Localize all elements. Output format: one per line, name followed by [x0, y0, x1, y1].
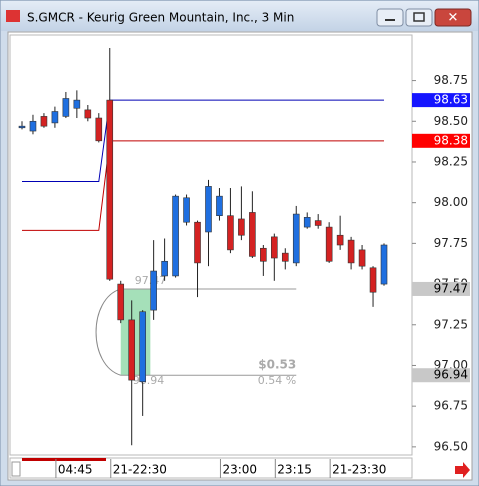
candle-body	[380, 244, 388, 285]
candle-body	[194, 221, 201, 264]
scroll-arrow[interactable]	[455, 462, 470, 478]
candle-body	[292, 213, 300, 264]
candle-body	[150, 270, 157, 311]
scroll-box[interactable]	[11, 461, 21, 477]
price-tag	[412, 133, 470, 148]
maximize-button[interactable]	[405, 8, 433, 27]
candle-body	[18, 125, 26, 129]
candle-body	[161, 260, 168, 277]
measure-change: $0.53	[258, 358, 296, 372]
y-tick-label: 98.50	[434, 114, 468, 128]
candle-body	[40, 116, 48, 127]
candle-body	[128, 319, 135, 381]
candle-body	[281, 252, 289, 262]
app-icon	[6, 10, 20, 22]
x-tick-label: 23:00	[222, 463, 257, 477]
price-tag	[412, 93, 470, 108]
price-tag-label: 97.47	[434, 281, 468, 295]
session-bar	[22, 458, 106, 461]
candle-body	[205, 186, 212, 233]
candle-body	[314, 220, 322, 226]
price-tag-label: 98.63	[434, 93, 468, 107]
candle-body	[369, 267, 377, 293]
measure-low-label: 96.94	[133, 374, 165, 387]
candle-body	[84, 109, 92, 119]
candle-body	[336, 234, 344, 246]
candle-body	[62, 98, 70, 117]
indicator-line	[22, 140, 385, 231]
price-tag-label: 96.94	[434, 368, 468, 382]
x-tick-label: 21-23:30	[332, 463, 386, 477]
candle-body	[347, 239, 355, 264]
candle-body	[358, 249, 366, 267]
y-tick-label: 98.00	[434, 195, 468, 209]
window-title: S.GMCR - Keurig Green Mountain, Inc., 3 …	[27, 11, 294, 25]
y-tick-label: 97.75	[434, 236, 468, 250]
y-tick-label: 98.25	[434, 154, 468, 168]
candle-body	[29, 120, 37, 132]
candle-body	[106, 99, 114, 280]
candle-body	[249, 212, 256, 257]
minimize-button[interactable]	[376, 8, 404, 27]
candle-body	[238, 218, 245, 236]
candle-body	[139, 311, 146, 383]
candle-body	[260, 247, 267, 262]
y-tick-label: 96.50	[434, 439, 468, 453]
price-tag-label: 98.38	[434, 133, 468, 147]
measure-percent: 0.54 %	[258, 374, 296, 387]
y-tick-label: 97.25	[434, 317, 468, 331]
price-tag	[412, 281, 470, 296]
candle-body	[271, 236, 278, 259]
candle-body	[51, 111, 59, 124]
candle-body	[73, 99, 81, 109]
candle-body	[172, 195, 179, 277]
maximize-icon	[413, 12, 425, 22]
price-tag	[412, 368, 470, 383]
close-button[interactable]	[434, 8, 472, 27]
x-tick-label: 23:15	[277, 463, 312, 477]
candle-body	[117, 283, 125, 321]
y-tick-label: 96.75	[434, 399, 468, 413]
candle-body	[325, 226, 333, 262]
candle-body	[183, 197, 190, 223]
x-tick-label: 04:45	[58, 463, 93, 477]
candle-body	[303, 217, 311, 228]
x-tick-label: 21-22:30	[113, 463, 167, 477]
measure-arc	[95, 288, 121, 376]
y-tick-label: 98.75	[434, 73, 468, 87]
indicator-line	[22, 99, 385, 183]
candle-body	[95, 117, 103, 142]
candle-body	[216, 195, 223, 216]
close-icon: ✕	[448, 11, 459, 26]
candle-body	[227, 215, 234, 251]
